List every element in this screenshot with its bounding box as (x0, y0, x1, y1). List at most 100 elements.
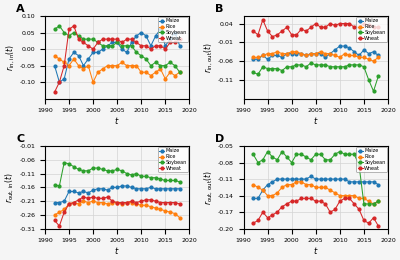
Wheat (57, 81, 62, 84)
Maize (313, 178, 318, 181)
Soybean (265, 67, 270, 70)
Maize (124, 184, 129, 187)
Wheat (163, 48, 168, 51)
Maize (347, 180, 352, 183)
Soybean (172, 64, 177, 67)
Maize (115, 41, 120, 44)
Line: Maize: Maize (53, 185, 181, 204)
Maize (144, 187, 148, 190)
Soybean (163, 179, 168, 182)
Maize (323, 56, 328, 59)
Rice (304, 54, 308, 57)
Wheat (270, 213, 275, 217)
Rice (52, 213, 57, 217)
Wheat (323, 202, 328, 205)
Wheat (96, 41, 100, 44)
Maize (376, 54, 381, 57)
Rice (366, 200, 371, 203)
Rice (265, 194, 270, 197)
Y-axis label: $r_{\mathrm{out,\,in}}(t)$: $r_{\mathrm{out,\,in}}(t)$ (4, 172, 16, 203)
Wheat (168, 41, 172, 44)
Wheat (318, 200, 323, 203)
Rice (280, 52, 284, 55)
Maize (333, 178, 338, 181)
Soybean (153, 61, 158, 64)
Maize (72, 51, 76, 54)
Maize (81, 190, 86, 193)
Soybean (323, 158, 328, 161)
Rice (352, 194, 357, 197)
Rice (134, 202, 139, 205)
Line: Wheat: Wheat (252, 18, 380, 38)
Rice (91, 200, 96, 203)
Maize (362, 180, 366, 183)
Rice (294, 180, 299, 183)
Maize (328, 178, 332, 181)
Maize (371, 180, 376, 183)
Maize (86, 191, 91, 194)
Wheat (124, 201, 129, 204)
Maize (134, 34, 139, 37)
Soybean (110, 169, 115, 172)
Rice (342, 194, 347, 197)
Rice (323, 186, 328, 189)
Maize (376, 183, 381, 186)
Rice (289, 50, 294, 53)
Soybean (110, 44, 115, 47)
Soybean (91, 38, 96, 41)
Maize (313, 52, 318, 55)
Maize (67, 57, 72, 61)
Soybean (163, 64, 168, 67)
Soybean (260, 65, 265, 68)
Maize (366, 52, 371, 55)
Maize (308, 175, 313, 178)
Rice (100, 201, 105, 204)
Maize (144, 34, 148, 37)
Maize (260, 188, 265, 192)
Wheat (328, 22, 332, 25)
Rice (91, 81, 96, 84)
Rice (76, 64, 81, 67)
Soybean (62, 161, 66, 164)
Maize (265, 183, 270, 186)
Wheat (289, 33, 294, 36)
Soybean (308, 61, 313, 64)
Maize (318, 178, 323, 181)
Soybean (120, 44, 124, 47)
Rice (115, 64, 120, 67)
Soybean (100, 168, 105, 171)
Wheat (275, 33, 280, 36)
Maize (52, 201, 57, 204)
Maize (96, 51, 100, 54)
Maize (323, 178, 328, 181)
Maize (163, 44, 168, 47)
Wheat (172, 201, 177, 204)
Maize (328, 52, 332, 55)
Maize (148, 186, 153, 189)
Wheat (134, 41, 139, 44)
Line: Soybean: Soybean (53, 24, 181, 74)
Wheat (352, 202, 357, 205)
Soybean (280, 150, 284, 153)
Maize (105, 188, 110, 192)
Soybean (289, 65, 294, 68)
Wheat (177, 38, 182, 41)
Wheat (67, 28, 72, 31)
Maize (52, 64, 57, 67)
Soybean (284, 65, 289, 68)
Rice (333, 191, 338, 194)
Soybean (280, 69, 284, 72)
Soybean (328, 158, 332, 161)
Soybean (52, 28, 57, 31)
Wheat (124, 38, 129, 41)
Rice (376, 200, 381, 203)
Rice (347, 54, 352, 57)
Maize (163, 187, 168, 190)
Rice (318, 186, 323, 189)
Maize (280, 178, 284, 181)
Soybean (105, 44, 110, 47)
Soybean (313, 153, 318, 156)
Rice (299, 52, 304, 55)
Maize (371, 50, 376, 53)
Rice (342, 52, 347, 55)
